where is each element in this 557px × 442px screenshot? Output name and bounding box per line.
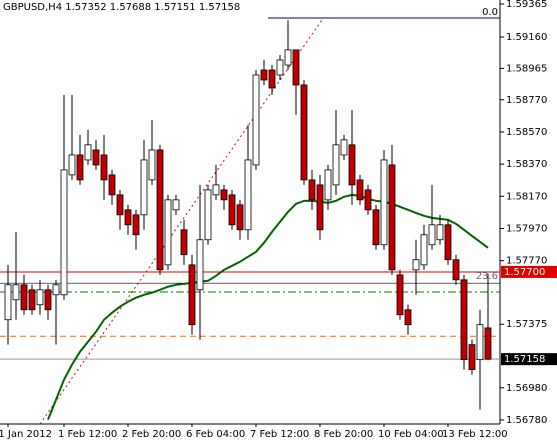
candle-body [148, 149, 156, 181]
x-tick-label: 1 Feb 12:00 [58, 429, 117, 440]
candle-body [108, 174, 116, 196]
candle-body [356, 179, 364, 201]
candle-body [300, 84, 308, 181]
candle-body [348, 144, 356, 186]
candle-body [324, 169, 332, 201]
price-label-box [501, 353, 557, 366]
y-tick-label: 1.58370 [506, 159, 547, 170]
candle-body [460, 279, 468, 361]
x-tick-label: 7 Feb 12:00 [250, 429, 309, 440]
candle-body [188, 264, 196, 326]
candle-body [76, 154, 84, 181]
x-tick-label: 13 Feb 12:00 [442, 429, 508, 440]
x-tick-label: 6 Feb 04:00 [186, 429, 245, 440]
candle-body [92, 149, 100, 166]
candle-body [428, 224, 436, 246]
price-label-box [501, 265, 557, 278]
y-tick-label: 1.58965 [506, 63, 547, 74]
candle-body [60, 169, 68, 296]
candle-body [164, 199, 172, 266]
candle-body [452, 259, 460, 281]
candle-body [236, 204, 244, 231]
candle-body [284, 49, 292, 66]
candle-body [100, 154, 108, 181]
candle-body [20, 284, 28, 311]
candle-body [468, 344, 476, 371]
x-tick-label: 8 Feb 20:00 [314, 429, 373, 440]
candle-body [332, 144, 340, 186]
candle-body [340, 139, 348, 156]
candle-body [276, 59, 284, 76]
fib-label: 0.0 [482, 7, 498, 18]
candle-body [12, 284, 20, 301]
candle-body [220, 189, 228, 201]
candle-body [412, 259, 420, 271]
candle-body [4, 284, 12, 321]
candle-body [36, 289, 44, 306]
candle-body [180, 229, 188, 256]
fib-label: 23.6 [476, 271, 498, 282]
candle-body [420, 234, 428, 266]
candle-body [212, 184, 220, 196]
candle-body [436, 224, 444, 241]
x-tick-label: 31 Jan 2012 [0, 429, 52, 440]
candle-body [84, 144, 92, 161]
candle-body [316, 184, 324, 231]
candle-body [484, 327, 492, 360]
candle-body [476, 324, 484, 361]
candle-body [156, 149, 164, 271]
candle-body [172, 199, 180, 211]
candle-body [68, 154, 76, 176]
y-tick-label: 1.57770 [506, 256, 547, 267]
candle-body [244, 159, 252, 231]
moving-average [47, 193, 489, 421]
y-tick-label: 1.56780 [506, 415, 547, 426]
candle-body [140, 159, 148, 216]
x-tick-label: 10 Feb 04:00 [378, 429, 444, 440]
candle-body [228, 194, 236, 226]
y-tick-label: 1.56980 [506, 383, 547, 394]
y-tick-label: 1.59365 [506, 0, 547, 10]
candle-body [252, 74, 260, 166]
chart-title: GBPUSD,H4 1.57352 1.57688 1.57151 1.5715… [3, 2, 240, 13]
candle-body [372, 209, 380, 246]
x-tick-label: 2 Feb 20:00 [122, 429, 181, 440]
candle-body [268, 69, 276, 89]
candle-body [132, 214, 140, 236]
candle-body [292, 49, 300, 86]
candle-body [444, 224, 452, 261]
y-tick-label: 1.58570 [506, 127, 547, 138]
candle-body [204, 189, 212, 241]
y-tick-label: 1.59160 [506, 32, 547, 43]
candle-body [404, 309, 412, 326]
price-label: 1.57158 [504, 354, 545, 365]
candle-body [364, 189, 372, 211]
candle-body [52, 284, 60, 296]
candle-body [388, 164, 396, 271]
candle-body [116, 194, 124, 216]
candle-body [380, 159, 388, 246]
y-tick-label: 1.57375 [506, 319, 547, 330]
candle-body [196, 239, 204, 291]
y-tick-label: 1.58770 [506, 95, 547, 106]
candle-body [44, 289, 52, 311]
y-tick-label: 1.57970 [506, 223, 547, 234]
candle-body [260, 69, 268, 81]
candle-body [124, 209, 132, 226]
candle-body [28, 289, 36, 311]
price-label: 1.57700 [504, 267, 545, 278]
candle-body [396, 274, 404, 316]
candle-body [308, 179, 316, 201]
y-tick-label: 1.58170 [506, 191, 547, 202]
